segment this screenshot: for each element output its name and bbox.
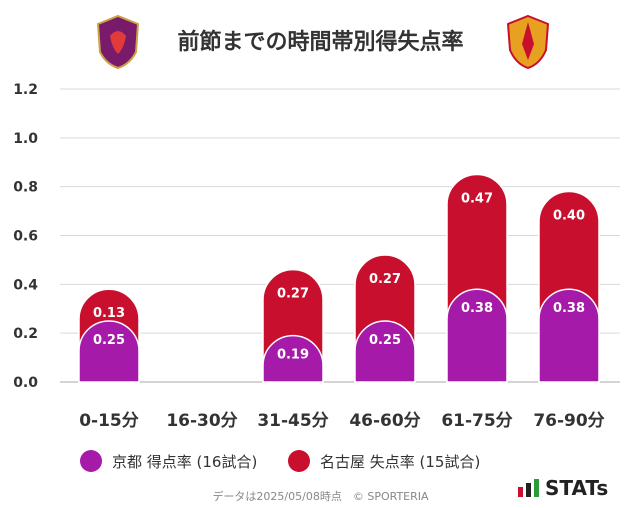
data-label-conceded: 0.27: [369, 272, 401, 287]
y-tick-label: 0.4: [13, 277, 38, 293]
data-label-scored: 0.19: [277, 348, 309, 363]
data-label-scored: 0.38: [553, 301, 585, 316]
chart-title: 前節までの時間帯別得失点率: [177, 30, 464, 55]
nagoya-grampus-logo-icon: [506, 14, 550, 70]
bar-scored: [78, 320, 140, 383]
kyoto-sanga-logo-icon: [96, 14, 140, 70]
data-label-conceded: 0.40: [553, 209, 585, 224]
legend-swatch-nagoya: [288, 450, 310, 472]
data-label-scored: 0.25: [93, 333, 125, 348]
bar-scored: [354, 320, 416, 383]
y-tick-label: 0.6: [13, 229, 38, 245]
stats-brand-text: STATs: [545, 476, 609, 500]
data-label-conceded: 0.47: [461, 191, 493, 206]
x-tick-label: 46-60分: [349, 411, 420, 431]
y-tick-label: 1.0: [13, 131, 38, 147]
legend-label-nagoya: 名古屋 失点率 (15試合): [320, 452, 481, 471]
y-tick-label: 0.8: [13, 180, 38, 196]
bar-scored: [538, 288, 600, 383]
legend-swatch-kyoto: [80, 450, 102, 472]
legend-item-nagoya: 名古屋 失点率 (15試合): [288, 448, 480, 474]
bar-scored: [446, 288, 508, 383]
x-tick-label: 31-45分: [257, 411, 328, 431]
footer-note: データは2025/05/08時点 © SPORTERIA: [212, 490, 429, 503]
x-tick-label: 76-90分: [533, 411, 604, 431]
x-tick-label: 61-75分: [441, 411, 512, 431]
data-label-scored: 0.38: [461, 301, 493, 316]
data-label-conceded: 0.27: [277, 287, 309, 302]
x-tick-label: 16-30分: [166, 411, 237, 431]
y-tick-label: 0.2: [13, 326, 38, 342]
x-tick-label: 0-15分: [79, 411, 139, 431]
chart-area: 0.0 0.2 0.4 0.6 0.8 1.0 1.2 0.13 0.25 0-15分 16-30分…: [13, 82, 620, 431]
y-tick-label: 0.0: [13, 375, 38, 391]
bar-scored: [262, 334, 324, 383]
data-label-scored: 0.25: [369, 333, 401, 348]
stats-bars-icon: [518, 479, 539, 497]
legend-label-kyoto: 京都 得点率 (16試合): [112, 452, 258, 471]
stats-brand: STATs: [518, 476, 608, 500]
legend-item-kyoto: 京都 得点率 (16試合): [80, 448, 257, 474]
y-tick-label: 1.2: [13, 82, 38, 98]
data-label-conceded: 0.13: [93, 306, 125, 321]
